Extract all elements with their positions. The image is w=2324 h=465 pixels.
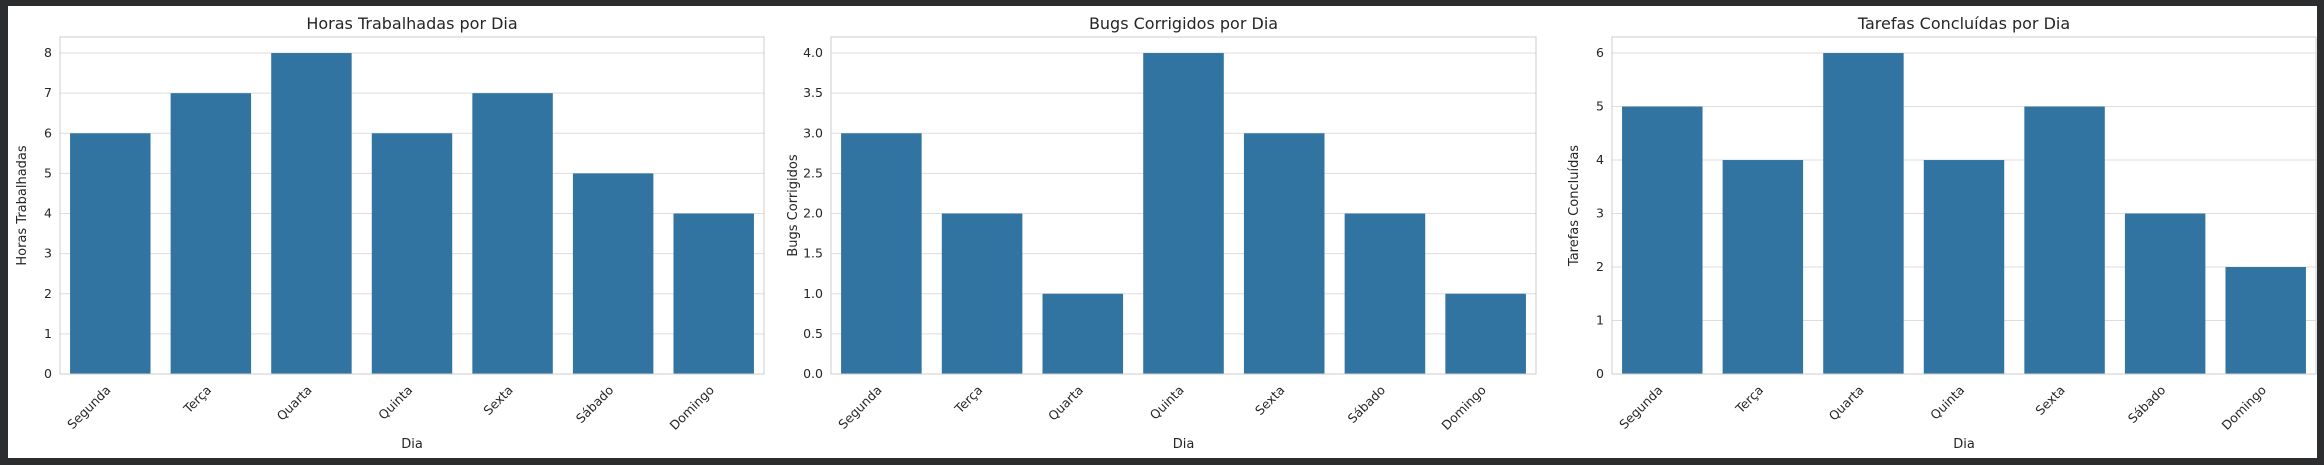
chart-2-xtick-label: Domingo [1438, 382, 1489, 433]
chart-3-ytick-label: 3 [1596, 206, 1604, 221]
chart-1-xtick-label: Segunda [64, 382, 113, 431]
chart-3-xtick-label: Quinta [1927, 382, 1967, 422]
chart-3-ytick-label: 0 [1596, 366, 1604, 381]
chart-2-bar-domingo [1445, 293, 1526, 374]
chart-3-title: Tarefas Concluídas por Dia [1857, 14, 2070, 33]
chart-3-ytick-label: 5 [1596, 99, 1604, 114]
chart-2-ylabel: Bugs Corrigidos [786, 154, 801, 256]
chart-2-bar-quarta [1042, 293, 1124, 374]
chart-3-xtick-label: Sexta [2032, 382, 2068, 418]
chart-3-ytick-label: 2 [1596, 259, 1604, 274]
charts-svg: 0 1 2 3 4 5 6 7 8 Segunda Terça Quarta Quinta Sexta Sá… [15, 14, 2317, 452]
chart-1-xtick-label: Quarta [274, 382, 315, 423]
chart-3-bar-sábado [2124, 213, 2206, 374]
chart-3-xlabel: Dia [1953, 437, 1975, 452]
chart-3-bar-segunda [1622, 106, 1703, 375]
chart-2-ytick-label: 0.5 [803, 326, 823, 341]
chart-2-ytick-label: 1.0 [803, 286, 823, 301]
chart-3-bar-terça [1722, 160, 1804, 374]
chart-3-bar-domingo [2225, 267, 2306, 374]
chart-1-xtick-label: Terça [180, 382, 214, 416]
chart-1-xlabel: Dia [401, 437, 423, 452]
chart-3-ytick-label: 4 [1596, 152, 1604, 167]
chart-2-bar-segunda [841, 133, 922, 374]
chart-1-xtick-label: Sábado [573, 382, 617, 426]
chart-2-xtick-label: Sexta [1252, 382, 1288, 418]
chart-2-ytick-label: 3.0 [803, 125, 823, 140]
chart-2-bar-sábado [1344, 213, 1426, 374]
chart-2-ytick-label: 2.5 [803, 165, 823, 180]
chart-1-xtick-label: Domingo [666, 382, 717, 433]
chart-3-xtick-label: Sábado [2125, 382, 2169, 426]
chart-3-xtick-label: Quarta [1826, 382, 1867, 423]
chart-2-title: Bugs Corrigidos por Dia [1089, 14, 1278, 33]
chart-1-bar-quarta [271, 53, 352, 375]
chart-3-axes-frame [1611, 36, 2317, 375]
chart-2-axes-frame [830, 36, 1537, 375]
chart-1-ytick-label: 3 [44, 246, 52, 261]
chart-1-bar-terça [170, 93, 252, 375]
chart-1-ytick-label: 7 [44, 85, 52, 100]
chart-3-ytick-label: 1 [1596, 313, 1604, 328]
chart-1-ytick-label: 6 [44, 125, 52, 140]
chart-1-ytick-label: 2 [44, 286, 52, 301]
chart-2-xtick-label: Terça [951, 382, 985, 416]
chart-1-bar-segunda [70, 133, 151, 374]
chart-1-ytick-label: 0 [44, 366, 52, 381]
chart-1-bar-domingo [673, 213, 754, 374]
chart-2-ytick-label: 3.5 [803, 85, 823, 100]
chart-1-title: Horas Trabalhadas por Dia [306, 14, 517, 33]
chart-1-ytick-label: 1 [44, 326, 52, 341]
chart-3-bar-quarta [1823, 53, 1904, 375]
chart-1-xtick-label: Sexta [480, 382, 516, 418]
chart-3-bar-sexta [2024, 106, 2105, 375]
chart-2-ytick-label: 2.0 [803, 206, 823, 221]
chart-1-ytick-label: 8 [44, 45, 52, 60]
chart-3-bar-quinta [1923, 160, 2005, 374]
chart-1-axes-frame [59, 36, 765, 375]
chart-2-bar-sexta [1243, 133, 1325, 374]
chart-3-ylabel: Tarefas Concluídas [1567, 145, 1582, 267]
chart-1-xtick-label: Quinta [375, 382, 415, 422]
chart-1-ylabel: Horas Trabalhadas [15, 145, 30, 266]
chart-2-xtick-label: Quinta [1147, 382, 1187, 422]
chart-2-ytick-label: 0.0 [803, 366, 823, 381]
figure: 0 1 2 3 4 5 6 7 8 Segunda Terça Quarta Quinta Sexta Sá… [8, 6, 2317, 458]
chart-1-ytick-label: 4 [44, 206, 52, 221]
chart-2-bar-terça [941, 213, 1023, 374]
chart-3-xtick-label: Terça [1732, 382, 1766, 416]
chart-2-ytick-label: 1.5 [803, 246, 823, 261]
chart-2-xtick-label: Sábado [1345, 382, 1389, 426]
chart-3-ytick-label: 6 [1596, 45, 1604, 60]
chart-1-bar-sexta [472, 93, 553, 375]
chart-2-xtick-label: Segunda [835, 382, 884, 431]
chart-3-xtick-label: Segunda [1616, 382, 1665, 431]
chart-1-ytick-label: 5 [44, 165, 52, 180]
chart-1-bar-sábado [572, 173, 654, 374]
chart-3-xtick-label: Domingo [2218, 382, 2269, 433]
chart-1-bar-quinta [371, 133, 453, 374]
chart-2-xtick-label: Quarta [1045, 382, 1086, 423]
chart-2-xlabel: Dia [1173, 437, 1195, 452]
chart-2-bar-quinta [1143, 53, 1224, 375]
chart-2-ytick-label: 4.0 [803, 45, 823, 60]
